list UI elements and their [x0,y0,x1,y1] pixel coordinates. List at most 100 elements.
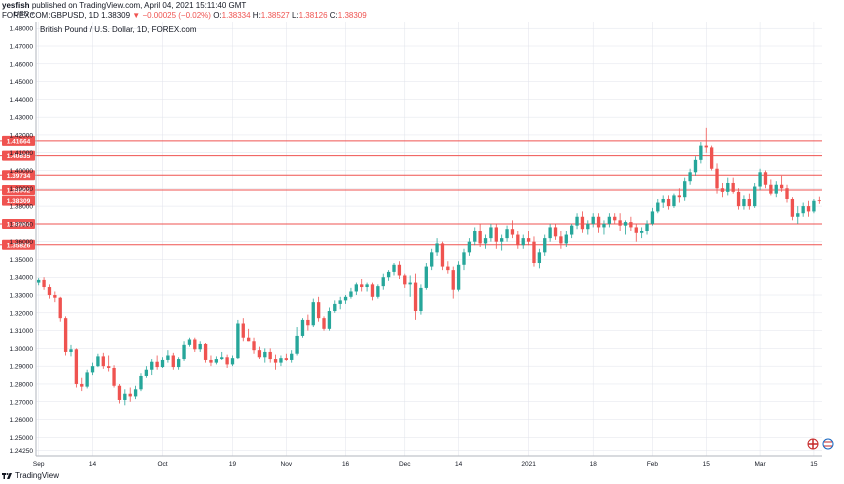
candle [236,319,240,360]
x-tick-label: Oct [157,461,167,468]
candle-body [42,279,46,288]
candle-body [430,252,434,267]
candle [720,182,725,198]
candle [785,184,789,203]
candle [171,352,175,370]
publish-header: yesfish published on TradingView.com, Ap… [2,1,246,11]
y-tick-label: 1.45000 [10,79,34,86]
candle [376,284,380,299]
candle-body [295,335,299,354]
candle-body [790,198,795,217]
candle [758,168,762,191]
candle-body [467,241,472,253]
candle [801,202,805,217]
candle [494,223,498,249]
level-price-label: 1.39734 [7,173,31,180]
candle [693,156,698,176]
candle-body [365,284,369,288]
candle [446,261,450,274]
candle [349,287,353,299]
candle-body [650,211,655,224]
y-tick-label: 1.42000 [10,132,34,139]
candle-body [311,302,315,326]
candle-body [252,341,256,351]
candle [241,318,245,342]
candle [645,220,649,235]
candle [198,341,202,352]
tradingview-footer[interactable]: TradingView [2,470,59,482]
candle [101,352,105,369]
candle-body [268,351,272,360]
candle-body [176,359,181,368]
low-value: 1.38126 [298,11,328,20]
candle-body [591,216,595,224]
chevron-down-icon[interactable]: ▾ [31,12,34,18]
candle-body [241,323,245,338]
candle-body [580,216,585,230]
candle [591,213,595,228]
candle [602,220,606,235]
candle [225,354,229,368]
candle [80,377,84,392]
y-tick-label: 1.31000 [10,328,34,335]
candle [500,234,504,251]
candle-body [327,311,332,329]
candle [699,142,703,164]
candle-body [198,343,202,350]
candle-body [489,227,493,239]
candle-body [193,339,197,350]
candle-body [424,266,428,288]
candle [688,168,692,185]
candle [311,298,315,328]
candle [268,348,272,363]
candle-body [629,222,633,228]
candle [709,145,714,171]
level-price-tag [2,135,35,146]
candle-body [408,282,412,285]
candle-body [150,361,154,370]
candle-body [322,318,326,329]
candle-body [709,147,714,169]
x-tick-label: Nov [281,461,293,468]
open-value: 1.38334 [221,11,251,20]
candle [796,206,800,224]
candle [440,241,445,271]
candle-body [381,277,385,287]
candle-body [214,359,219,363]
candle-body [537,252,542,264]
y-tick-label: 1.30000 [10,346,34,353]
candle-body [543,238,547,253]
candle [806,200,811,217]
candle-body [349,291,353,297]
candle-body [569,225,574,235]
low-label: L: [291,11,299,20]
x-axis: Sep14Oct19Nov16Dec14202118Feb15Mar15Apr [33,455,822,468]
candle-body [230,358,235,365]
change-arrow-icon: ▼ [132,11,141,20]
candle [510,220,515,239]
candle-body [553,227,558,237]
candle-body [144,369,149,376]
candle [639,227,644,239]
candle-body [618,220,622,226]
y-tick-label: 1.24250 [10,448,34,455]
candle-body [306,319,310,326]
last-price-tag [2,195,35,206]
candle-body [483,238,488,244]
candle [736,188,741,210]
candle-body [672,195,676,207]
candle-body [123,393,127,400]
candle-body [166,355,170,360]
candle [763,170,768,189]
candle [263,348,267,363]
candle [408,275,412,297]
candle-body [69,349,73,352]
candle-body [656,202,660,212]
candle [176,357,181,370]
candle [333,300,337,313]
y-tick-label: 1.38000 [10,204,34,211]
candle [117,383,122,404]
candle-body [182,344,186,360]
candle [69,344,73,357]
